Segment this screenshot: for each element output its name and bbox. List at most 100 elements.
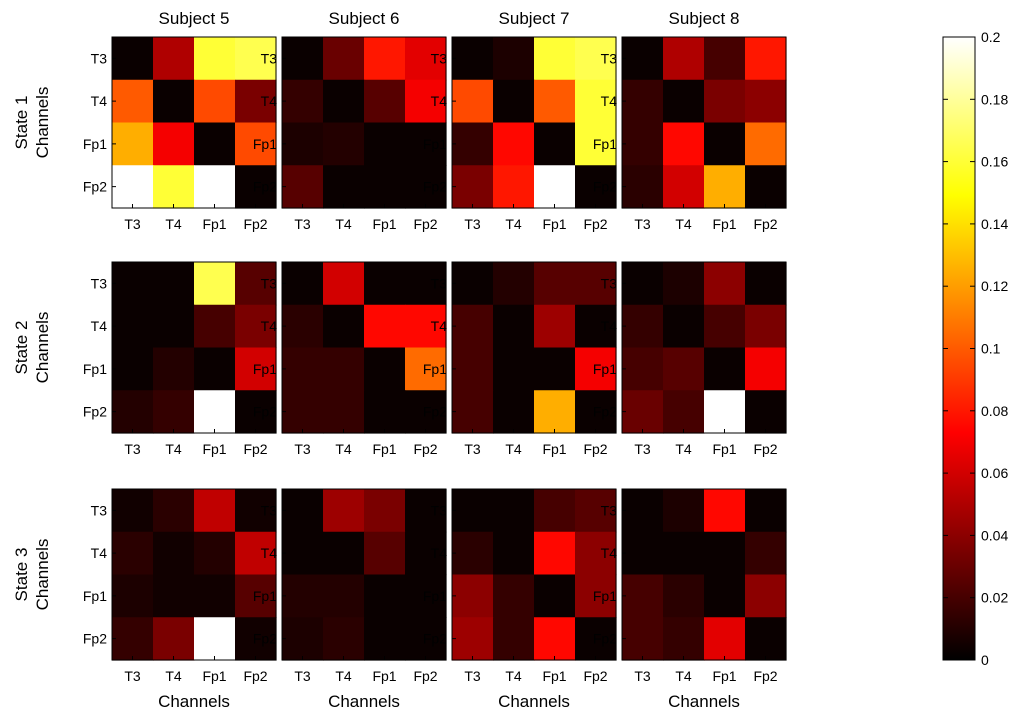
heatmap-cell <box>112 165 154 209</box>
heatmap-cell <box>452 617 494 661</box>
y-tick-label: T3 <box>431 275 448 291</box>
y-tick-label: T3 <box>261 502 278 518</box>
x-tick-label: Fp1 <box>542 668 566 684</box>
y-tick-label: Fp2 <box>423 404 447 420</box>
x-tick-label: Fp1 <box>542 441 566 457</box>
colorbar-tick-label: 0.14 <box>981 216 1008 232</box>
x-tick-label: T4 <box>505 441 522 457</box>
x-tick-label: Fp1 <box>202 668 226 684</box>
heatmap-cell <box>493 165 535 209</box>
y-tick-label: Fp2 <box>593 631 617 647</box>
x-tick-label: T4 <box>675 216 692 232</box>
heatmap-cell <box>704 165 746 209</box>
heatmap-cell <box>534 122 576 166</box>
heatmap-cell <box>452 489 494 533</box>
heatmap-cell <box>534 37 576 81</box>
heatmap-cell <box>235 262 277 306</box>
heatmap-cell <box>194 165 236 209</box>
colorbar-tick-label: 0.16 <box>981 154 1008 170</box>
heatmap-cell <box>235 122 277 166</box>
y-tick-label: T4 <box>431 545 448 561</box>
heatmap-cell <box>534 531 576 576</box>
heatmap-cell <box>622 262 664 306</box>
x-tick-label: Fp1 <box>712 668 736 684</box>
heatmap-cell <box>704 304 746 349</box>
x-tick-label: T3 <box>294 216 311 232</box>
heatmap-cell <box>194 37 236 81</box>
y-tick-label: Fp1 <box>253 588 277 604</box>
heatmap-cell <box>405 165 447 209</box>
heatmap-cell <box>704 489 746 533</box>
heatmap-cell <box>663 165 705 209</box>
x-tick-label: Fp2 <box>753 441 777 457</box>
y-tick-label: Fp1 <box>253 361 277 377</box>
heatmap-cell <box>405 79 447 124</box>
panel-frame <box>451 36 617 209</box>
heatmap-cell <box>575 262 617 306</box>
heatmap-cell <box>153 304 195 349</box>
heatmap-cell <box>575 347 617 391</box>
heatmap-cell <box>323 37 365 81</box>
heatmap-cell <box>112 347 154 391</box>
heatmap-cell <box>663 122 705 166</box>
heatmap-cell <box>493 489 535 533</box>
heatmap-cell <box>622 304 664 349</box>
heatmap-cell <box>575 617 617 661</box>
x-tick-label: T4 <box>165 668 182 684</box>
heatmap-cell <box>235 617 277 661</box>
heatmap-panels: Subject 5 Subject 6 Subject 7 Subject 8 Stat… <box>12 9 787 711</box>
x-tick-label: Fp2 <box>413 441 437 457</box>
y-tick-label: Fp2 <box>593 404 617 420</box>
heatmap-cell <box>745 390 787 434</box>
x-tick-label: T3 <box>464 216 481 232</box>
panel-frame <box>281 488 447 661</box>
heatmap-cell <box>405 390 447 434</box>
y-tick-label: Fp2 <box>253 179 277 195</box>
heatmap-cell <box>745 489 787 533</box>
heatmap-cell <box>323 79 365 124</box>
panel-frame <box>281 36 447 209</box>
heatmap-cell <box>235 574 277 618</box>
y-tick-label: T4 <box>91 318 108 334</box>
x-tick-label: T3 <box>634 216 651 232</box>
heatmap-cell <box>405 122 447 166</box>
heatmap-cell <box>704 531 746 576</box>
heatmap-cell <box>364 390 406 434</box>
x-axis-label: Channels <box>328 692 400 711</box>
heatmap-panel: T3 T3 T4 T4 Fp1 Fp1 Fp2 Fp2 <box>253 488 447 684</box>
heatmap-cell <box>194 304 236 349</box>
heatmap-cell <box>663 347 705 391</box>
heatmap-cell <box>323 390 365 434</box>
heatmap-cell <box>194 262 236 306</box>
y-tick-label: Fp2 <box>423 179 447 195</box>
x-tick-label: T3 <box>634 441 651 457</box>
x-tick-label: Fp1 <box>372 216 396 232</box>
heatmap-cell <box>323 489 365 533</box>
heatmap-cell <box>112 531 154 576</box>
x-tick-label: Fp2 <box>753 216 777 232</box>
x-tick-label: Fp1 <box>202 441 226 457</box>
state-label: State 1 <box>12 96 31 150</box>
x-tick-label: T4 <box>165 216 182 232</box>
y-tick-label: Fp1 <box>423 588 447 604</box>
heatmap-cell <box>622 347 664 391</box>
heatmap-cell <box>282 531 324 576</box>
heatmap-cell <box>452 304 494 349</box>
heatmap-cell <box>153 347 195 391</box>
heatmap-cell <box>194 531 236 576</box>
heatmap-cell <box>364 37 406 81</box>
heatmap-cell <box>493 617 535 661</box>
x-tick-label: Fp1 <box>712 441 736 457</box>
state-label: State 3 <box>12 548 31 602</box>
heatmap-cell <box>575 122 617 166</box>
heatmap-cell <box>745 79 787 124</box>
y-tick-label: T4 <box>261 545 278 561</box>
y-tick-label: T3 <box>601 502 618 518</box>
heatmap-cell <box>112 574 154 618</box>
panel-frame <box>111 36 277 209</box>
y-tick-label: Fp2 <box>83 179 107 195</box>
heatmap-cell <box>235 165 277 209</box>
heatmap-cell <box>112 37 154 81</box>
y-tick-label: T4 <box>601 545 618 561</box>
